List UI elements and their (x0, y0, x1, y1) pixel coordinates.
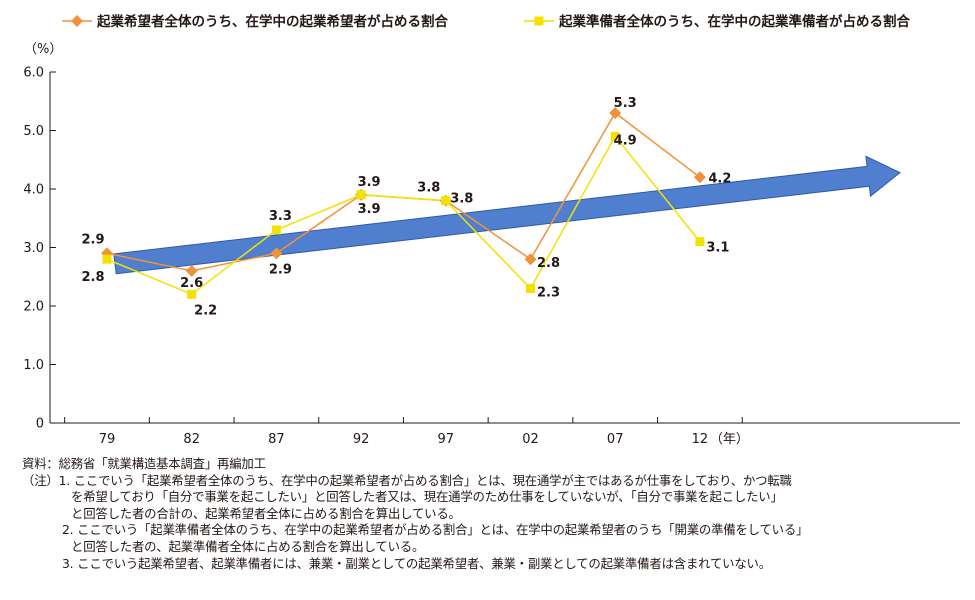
note-2-line-2: と回答した者の、起業準備者全体に占める割合を算出している。 (71, 538, 425, 554)
x-tick-label-3: 92 (353, 432, 370, 447)
note-1-line-1: （注）1. ここでいう「起業希望者全体のうち、在学中の起業希望者が占める割合」と… (22, 472, 792, 488)
note-2-line-1: 2. ここでいう「起業準備者全体のうち、在学中の起業希望者が占める割合」とは、在… (62, 522, 809, 538)
series-2-label-79: 2.8 (81, 270, 104, 285)
note-1-line-2: を希望しており「自分で事業を起こしたい」と回答した者又は、現在通学のため仕事をし… (71, 489, 783, 505)
series-line-2 (106, 134, 701, 296)
y-unit-label: （%） (24, 42, 62, 57)
series-2-point-07 (610, 131, 620, 141)
series-2-label-87: 3.3 (269, 209, 292, 224)
series-2-point-92 (356, 190, 366, 200)
x-tick-label-1: 82 (183, 432, 200, 447)
series-2-point-79 (102, 254, 112, 264)
series-2-point-97 (441, 196, 451, 206)
x-tick-label-5: 02 (522, 432, 539, 447)
y-tick-label-2: 2.0 (23, 300, 44, 315)
chart-legend: 起業希望者全体のうち、在学中の起業希望者が占める割合 起業準備者全体のうち、在学中… (62, 13, 910, 30)
series-1-label-02: 2.8 (537, 256, 560, 271)
legend-marker-1 (71, 15, 83, 27)
y-tick-label-3: 3.0 (23, 241, 44, 256)
series-2-point-02 (526, 283, 535, 293)
trend-arrow (113, 155, 901, 275)
y-tick-label-0: 0 (36, 417, 44, 432)
x-tick-label-0: 79 (99, 432, 116, 447)
legend-label-1: 起業希望者全体のうち、在学中の起業希望者が占める割合 (96, 13, 448, 30)
series-1-point-07 (609, 106, 622, 119)
series-1-point-87 (270, 247, 283, 260)
series-2-point-12 (695, 237, 705, 247)
x-tick-label-6: 07 (607, 432, 624, 447)
series-2-label-82: 2.2 (194, 303, 217, 318)
series-1-label-12: 4.2 (708, 171, 731, 186)
series-1-point-02 (524, 253, 537, 266)
series-1-label-79: 2.9 (81, 232, 104, 247)
x-tick-label-2: 87 (268, 432, 285, 447)
source-note: 資料：総務省「就業構造基本調査」再編加工 (22, 456, 266, 471)
trend-arrow-shape (113, 155, 901, 275)
series-2-label-07: 4.9 (614, 133, 637, 148)
note-3: 3. ここでいう起業希望者、起業準備者には、兼業・副業としての起業希望者、兼業・… (62, 555, 771, 571)
series-2-point-82 (187, 289, 197, 299)
x-unit-label: （年） (710, 432, 749, 447)
series-1-label-07: 5.3 (614, 96, 637, 111)
series-2-label-97: 3.8 (450, 192, 473, 207)
legend-label-2: 起業準備者全体のうち、在学中の起業準備者が占める割合 (558, 13, 910, 30)
chart-series (101, 106, 706, 299)
chart-axes: 0 1.0 2.0 3.0 4.0 5.0 6.0 （%） 79 82 87 92 97 02 07 12 （年… (23, 42, 960, 447)
y-tick-label-1: 1.0 (23, 358, 44, 373)
series-2-label-02: 2.3 (537, 285, 560, 300)
legend-marker-2 (534, 16, 544, 26)
series-2-label-92: 3.9 (358, 202, 381, 217)
series-1-label-82: 2.6 (180, 276, 203, 291)
y-tick-label-5: 5.0 (23, 124, 44, 139)
series-2-label-12: 3.1 (706, 241, 729, 256)
series-1-point-82 (185, 264, 198, 277)
x-tick-label-4: 97 (438, 432, 455, 447)
note-1-line-3: と回答した者の合計の、起業希望者全体に占める割合を算出している。 (71, 505, 461, 521)
series-1-label-92: 3.9 (358, 175, 381, 190)
series-1-point-12 (693, 171, 706, 184)
y-tick-label-6: 6.0 (23, 66, 44, 81)
series-1-label-97: 3.8 (417, 181, 440, 196)
series-1-label-87: 2.9 (269, 262, 292, 277)
y-tick-label-4: 4.0 (23, 183, 44, 198)
data-labels: 2.9 2.6 2.9 3.9 3.8 2.8 5.3 4.2 2.8 2.2 3.3 3.9 3.8 2… (81, 96, 731, 318)
chart-notes: 資料：総務省「就業構造基本調査」再編加工 （注）1. ここでいう「起業希望者全体… (22, 456, 972, 572)
line-chart: 起業希望者全体のうち、在学中の起業希望者が占める割合 起業準備者全体のうち、在学中… (23, 13, 960, 447)
x-tick-label-7: 12 (692, 432, 709, 447)
series-2-point-87 (271, 225, 281, 235)
